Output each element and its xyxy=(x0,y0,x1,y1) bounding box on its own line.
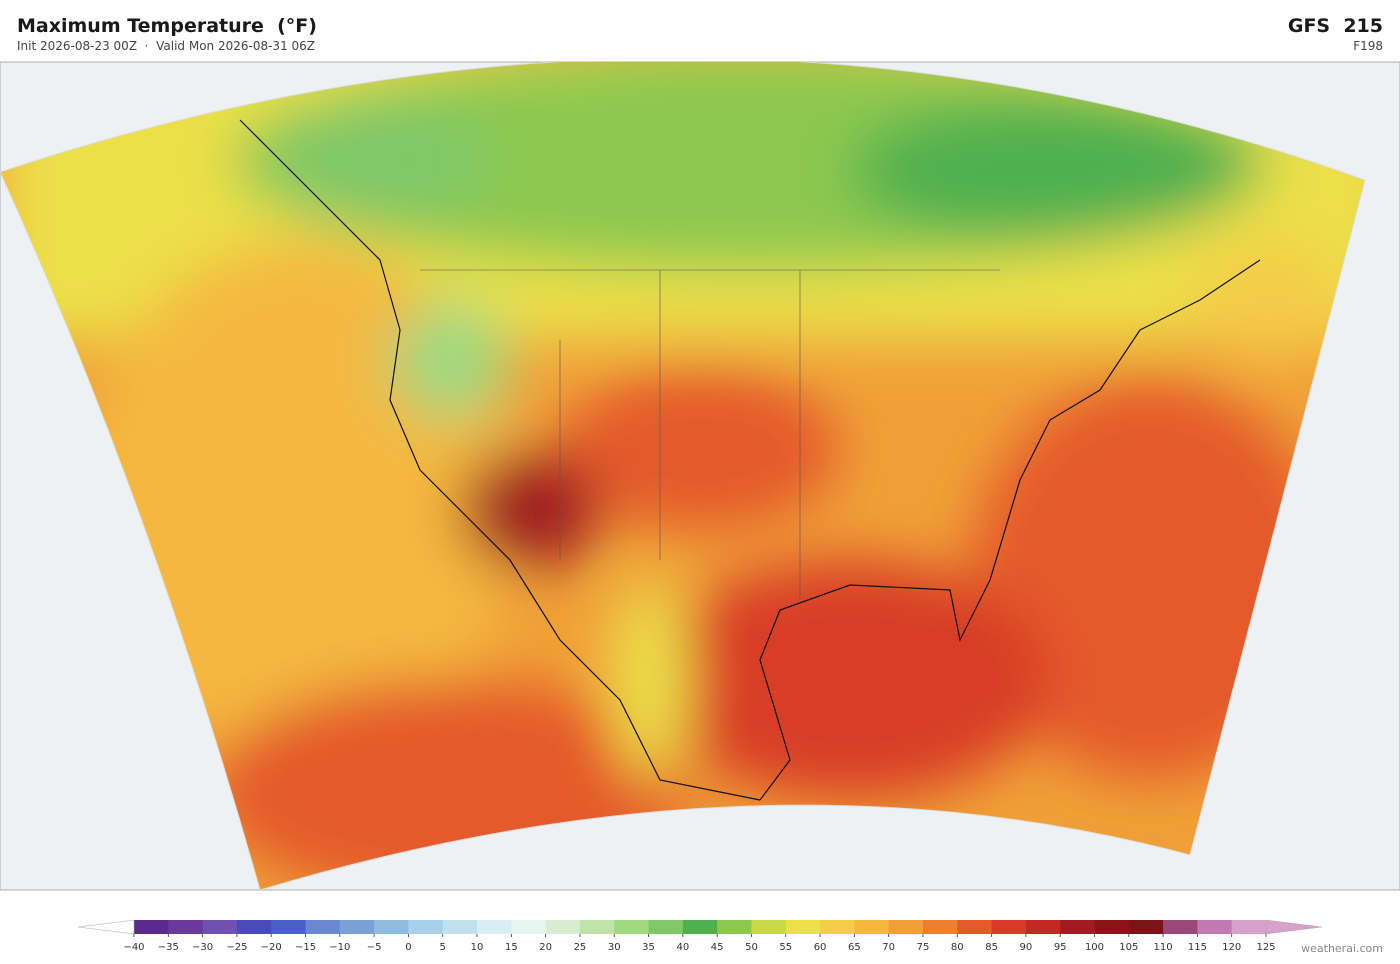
colorbar-cell xyxy=(1197,920,1233,934)
borders xyxy=(420,269,1000,600)
colorbar-tick-label: 25 xyxy=(574,942,587,953)
forecast-hour: F198 xyxy=(1353,39,1383,53)
colorbar-cell xyxy=(991,920,1027,934)
colorbar-cell xyxy=(168,920,204,934)
colorbar-cell xyxy=(339,920,375,934)
colorbar-extend-high xyxy=(1265,919,1323,935)
colorbar-cell xyxy=(408,920,444,934)
coastline xyxy=(239,119,1261,801)
colorbar-tick-label: 10 xyxy=(471,942,484,953)
colorbar-tick-label: 65 xyxy=(848,942,861,953)
colorbar-tick-label: 15 xyxy=(505,942,518,953)
colorbar-tick-label: 115 xyxy=(1188,942,1207,953)
colorbar-tick-label: 120 xyxy=(1222,942,1241,953)
colorbar-cell xyxy=(1128,920,1164,934)
colorbar-cell xyxy=(785,920,821,934)
colorbar-cell xyxy=(922,920,958,934)
colorbar-cell xyxy=(1231,920,1267,934)
colorbar-tick-label: 70 xyxy=(882,942,895,953)
colorbar-cell xyxy=(236,920,272,934)
colorbar-cell xyxy=(1060,920,1095,934)
colorbar-cell xyxy=(682,920,718,934)
colorbar-tick-label: −5 xyxy=(367,942,382,953)
model-name: GFS 215 xyxy=(1287,15,1383,37)
colorbar-cell xyxy=(888,920,924,934)
colorbar-cell xyxy=(1025,920,1061,934)
colorbar-cell xyxy=(305,920,341,934)
colorbar-tick-label: 85 xyxy=(985,942,998,953)
colorbar-cell xyxy=(511,920,547,934)
colorbar-tick-label: 75 xyxy=(917,942,930,953)
colorbar-cell xyxy=(854,920,890,934)
colorbar-tick-label: 80 xyxy=(951,942,964,953)
colorbar-tick-label: 35 xyxy=(642,942,655,953)
colorbar-tick-label: 50 xyxy=(745,942,758,953)
colorbar-tick-label: 95 xyxy=(1054,942,1067,953)
map-title: Maximum Temperature (°F) xyxy=(17,15,317,37)
colorbar-cell xyxy=(134,920,169,934)
colorbar-tick-label: 110 xyxy=(1154,942,1173,953)
colorbar-cell xyxy=(271,920,307,934)
colorbar-cell xyxy=(820,920,855,934)
colorbar-cell xyxy=(202,920,238,934)
colorbar-extend-low xyxy=(77,919,135,935)
colorbar-tick-label: 30 xyxy=(608,942,621,953)
colorbar-tick-label: 60 xyxy=(814,942,827,953)
colorbar-tick-label: −30 xyxy=(192,942,213,953)
colorbar-cell xyxy=(717,920,752,934)
colorbar-tick-label: −25 xyxy=(226,942,247,953)
colorbar-tick-label: 90 xyxy=(1020,942,1033,953)
colorbar-cell xyxy=(477,920,512,934)
colorbar-cell xyxy=(1163,920,1198,934)
colorbar-tick-label: 20 xyxy=(539,942,552,953)
colorbar-tick-label: −10 xyxy=(329,942,350,953)
colorbar-tick-label: 40 xyxy=(676,942,689,953)
colorbar-tick-label: 5 xyxy=(440,942,446,953)
colorbar-tick-label: −40 xyxy=(123,942,144,953)
colorbar-cell xyxy=(579,920,615,934)
colorbar-tick-label: −20 xyxy=(261,942,282,953)
map-subtitle: Init 2026-08-23 00Z · Valid Mon 2026-08-… xyxy=(17,39,316,53)
colorbar-cell xyxy=(442,920,478,934)
colorbar-cell xyxy=(751,920,787,934)
colorbar-tick-label: 0 xyxy=(405,942,411,953)
colorbar-tick-label: 55 xyxy=(779,942,792,953)
colorbar-cell xyxy=(614,920,650,934)
colorbar: −40 −35 −30 −25 −20 −15 −10 −5 0 5 10 15 20 25 30 35 40 4… xyxy=(77,919,1323,953)
colorbar-tick-label: −35 xyxy=(158,942,179,953)
colorbar-cell xyxy=(374,920,409,934)
colorbar-cell xyxy=(1094,920,1130,934)
colorbar-cell xyxy=(545,920,581,934)
colorbar-tick-label: 105 xyxy=(1119,942,1138,953)
colorbar-cell xyxy=(957,920,993,934)
colorbar-cell xyxy=(648,920,684,934)
credit: weatherai.com xyxy=(1301,942,1383,955)
colorbar-tick-label: 45 xyxy=(711,942,724,953)
colorbar-tick-label: 125 xyxy=(1256,942,1275,953)
colorbar-tick-label: −15 xyxy=(295,942,316,953)
colorbar-tick-label: 100 xyxy=(1085,942,1104,953)
